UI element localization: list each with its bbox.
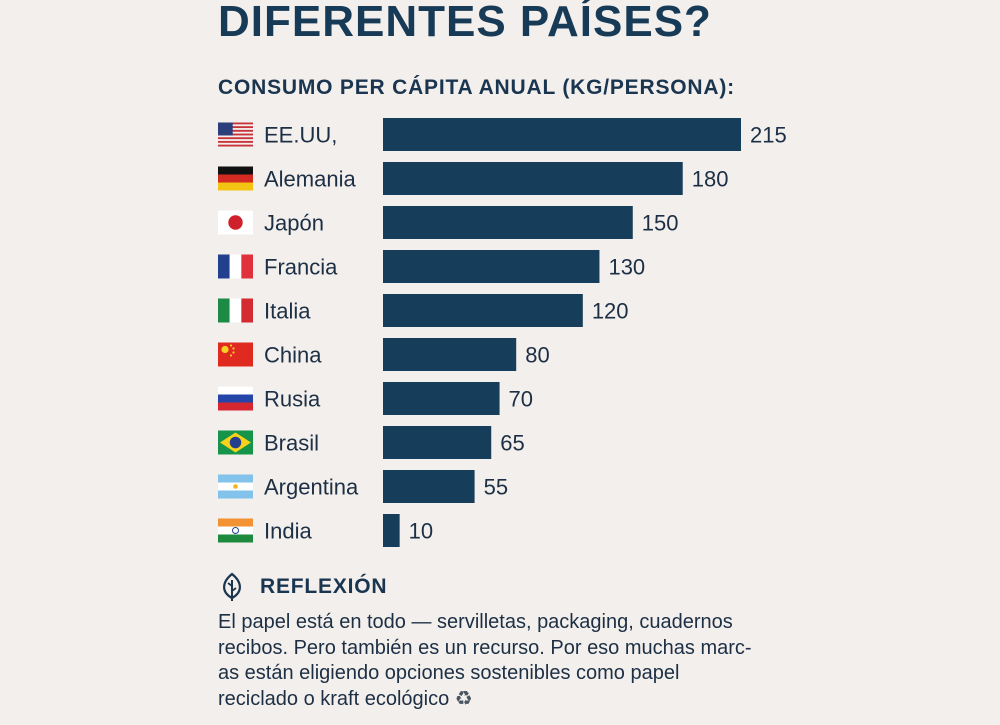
bar: [383, 382, 500, 415]
flags-layer: [218, 122, 253, 543]
italy-flag-icon: [218, 298, 253, 323]
value-label: 120: [592, 299, 629, 324]
bars-layer: [383, 118, 741, 547]
bar-chart: EE.UU, Alemania Japón Francia Italia China Rus…: [218, 118, 787, 547]
bar: [383, 470, 475, 503]
reflection-line: as están eligiendo opciones sostenibles …: [218, 662, 680, 684]
chart-subtitle: CONSUMO PER CÁPITA ANUAL (KG/PERSONA):: [218, 76, 735, 99]
reflection-header: REFLEXIÓN: [218, 572, 387, 602]
page-title: DIFERENTES PAÍSES?: [218, 0, 712, 46]
bar: [383, 206, 633, 239]
reflection-line: recibos. Pero también es un recurso. Por…: [218, 636, 752, 659]
category-label: India: [264, 519, 312, 544]
value-label: 180: [692, 167, 729, 192]
category-label: Rusia: [264, 387, 321, 412]
bar: [383, 294, 583, 327]
germany-flag-icon: [218, 166, 253, 191]
category-label: Italia: [264, 299, 311, 324]
value-label: 10: [409, 519, 433, 544]
category-label: EE.UU,: [264, 123, 337, 148]
reflection-line: El papel está en todo — servilletas, pac…: [218, 611, 733, 633]
category-label: Alemania: [264, 167, 356, 192]
category-label: China: [264, 343, 322, 368]
bar: [383, 250, 600, 283]
france-flag-icon: [218, 254, 253, 279]
japan-flag-icon: [218, 210, 253, 235]
reflection-title: REFLEXIÓN: [260, 575, 388, 598]
russia-flag-icon: [218, 386, 253, 411]
value-label: 130: [608, 255, 645, 280]
value-label: 70: [509, 387, 533, 412]
recycle-icon: ♻: [454, 687, 473, 710]
bar: [383, 338, 517, 371]
category-label: Argentina: [264, 475, 359, 500]
argentina-flag-icon: [218, 474, 253, 499]
china-flag-icon: [218, 342, 253, 367]
bar: [383, 118, 741, 151]
brazil-flag-icon: [218, 430, 253, 455]
value-labels: 215 180 150 130 120 80 70 65 55 10: [409, 123, 787, 544]
category-label: Francia: [264, 255, 338, 280]
value-label: 80: [525, 343, 549, 368]
leaf-icon: [223, 572, 241, 601]
category-labels: EE.UU, Alemania Japón Francia Italia China Rus…: [264, 123, 359, 544]
category-label: Japón: [264, 211, 324, 236]
india-flag-icon: [218, 518, 253, 543]
bar: [383, 426, 492, 459]
usa-flag-icon: [218, 122, 253, 147]
reflection-text: El papel está en todo — servilletas, pac…: [218, 610, 818, 712]
value-label: 55: [484, 475, 508, 500]
value-label: 65: [500, 431, 524, 456]
bar: [383, 514, 400, 547]
value-label: 215: [750, 123, 787, 148]
reflection-line-last: reciclado o kraft ecológico ♻: [218, 687, 818, 713]
bar: [383, 162, 683, 195]
category-label: Brasil: [264, 431, 319, 456]
value-label: 150: [642, 211, 679, 236]
reflection-line: reciclado o kraft ecológico: [218, 687, 450, 710]
